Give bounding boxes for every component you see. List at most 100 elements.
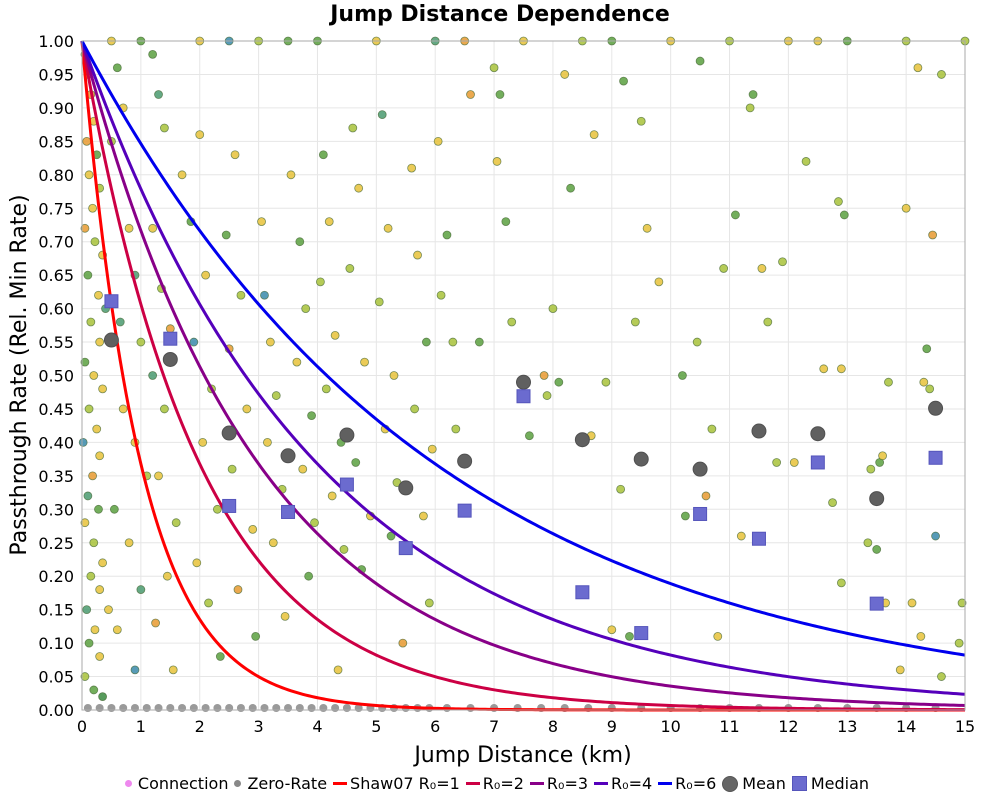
connection-point — [251, 632, 261, 641]
connection-point — [286, 170, 296, 180]
y-tick-label: 0.10 — [38, 634, 74, 653]
connection-point — [731, 210, 740, 220]
connection-point — [86, 317, 96, 327]
connection-point — [257, 217, 266, 227]
connection-point — [124, 223, 134, 233]
connection-point — [154, 90, 163, 99]
connection-point — [630, 317, 640, 327]
connection-point — [957, 598, 967, 608]
connection-point — [642, 223, 652, 233]
connection-point — [748, 90, 758, 99]
connection-point — [560, 70, 570, 79]
connection-point — [507, 317, 517, 327]
connection-point — [872, 545, 882, 554]
connection-point — [160, 404, 169, 414]
connection-point — [292, 357, 302, 367]
connection-point — [330, 330, 340, 340]
connection-point — [136, 337, 146, 347]
connection-point — [348, 123, 358, 133]
zero-rate-point — [213, 704, 222, 712]
legend-label: R₀=3 — [546, 774, 589, 793]
mean-marker — [516, 374, 531, 390]
connection-point — [82, 605, 92, 615]
legend-item: Connection — [124, 774, 228, 793]
mean-marker — [928, 400, 944, 416]
connection-point — [227, 464, 237, 474]
y-tick-label: 0.70 — [38, 233, 74, 252]
connection-point — [801, 157, 811, 166]
zero-rate-point — [119, 704, 128, 712]
connection-point — [263, 437, 272, 447]
y-tick-label: 0.55 — [38, 333, 74, 352]
connection-point — [89, 685, 99, 695]
y-tick-label: 0.50 — [38, 367, 74, 386]
connection-point — [757, 264, 767, 273]
connection-point — [834, 197, 843, 206]
median-marker — [634, 626, 649, 641]
zero-rate-point — [248, 704, 257, 712]
mean-marker — [692, 461, 708, 477]
connection-point — [109, 504, 119, 514]
median-marker — [398, 541, 413, 556]
legend-label: R₀=4 — [611, 774, 653, 793]
connection-point — [298, 464, 308, 474]
legend-item: R₀=6 — [658, 774, 716, 793]
connection-point — [84, 638, 94, 648]
connection-point — [221, 230, 231, 240]
curve-r0-4 — [80, 40, 966, 696]
connection-point — [177, 170, 187, 180]
zero-rate-point — [260, 704, 269, 712]
connection-point — [95, 585, 105, 594]
connection-point — [745, 103, 755, 113]
legend-item: Zero-Rate — [234, 774, 327, 793]
x-tick-label: 2 — [195, 717, 205, 736]
connection-point — [713, 632, 723, 641]
mean-marker — [398, 480, 414, 496]
legend-line-icon — [658, 782, 673, 785]
connection-point — [333, 665, 343, 675]
connection-point — [80, 518, 90, 528]
median-marker — [693, 506, 708, 521]
legend-label: Shaw07 R₀=1 — [350, 774, 460, 793]
connection-point — [83, 270, 93, 280]
x-tick-label: 5 — [371, 717, 381, 736]
connection-point — [907, 598, 917, 608]
connection-point — [212, 504, 222, 514]
connection-point — [236, 290, 246, 300]
connection-point — [828, 498, 837, 508]
median-marker — [751, 531, 766, 546]
legend-label: Median — [810, 774, 870, 793]
connection-point — [589, 130, 599, 140]
grid — [81, 40, 966, 711]
legend-line-icon — [465, 782, 480, 785]
legend-item: R₀=4 — [594, 774, 652, 793]
connection-point — [819, 364, 829, 374]
zero-rate-point — [295, 704, 304, 712]
connection-point — [433, 136, 443, 146]
connection-point — [351, 458, 361, 467]
connection-point — [89, 538, 99, 548]
connection-point — [98, 384, 108, 394]
connection-point — [931, 531, 940, 541]
legend-label: Zero-Rate — [247, 774, 328, 793]
mean-marker — [221, 425, 237, 441]
connection-point — [95, 652, 105, 661]
connection-point — [919, 377, 929, 387]
x-tick-label: 11 — [719, 717, 739, 736]
connection-point — [619, 76, 628, 86]
connection-point — [233, 585, 243, 594]
x-tick-label: 10 — [660, 717, 680, 736]
connection-point — [304, 571, 314, 581]
mean-marker — [633, 451, 649, 467]
connection-point — [115, 317, 125, 327]
connection-point — [539, 371, 549, 380]
connection-point — [839, 210, 849, 220]
connection-point — [913, 63, 923, 73]
y-tick-label: 0.85 — [38, 132, 74, 151]
legend-item: Shaw07 R₀=1 — [333, 774, 460, 793]
connection-point — [84, 170, 94, 180]
connection-point — [88, 203, 97, 213]
connection-point — [863, 538, 873, 548]
connection-point — [678, 371, 687, 380]
legend-item: Mean — [722, 774, 786, 793]
